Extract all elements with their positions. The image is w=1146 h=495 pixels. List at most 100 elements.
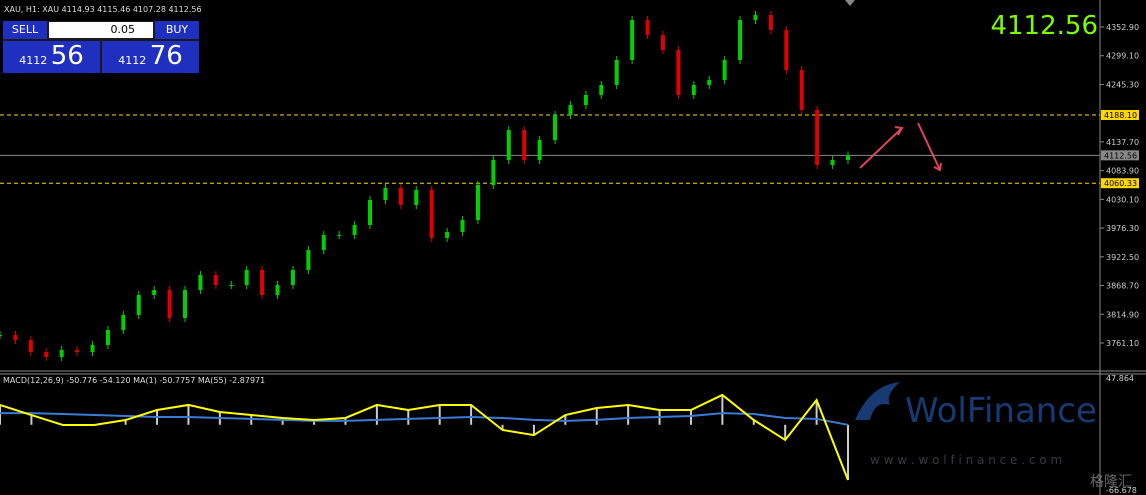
candle-body	[260, 269, 265, 295]
candle-body	[352, 224, 357, 235]
level-label: 4112.56	[1104, 151, 1137, 160]
watermark-brand: WolFinance	[905, 391, 1097, 431]
candle-body	[846, 155, 850, 161]
candle-body	[121, 315, 126, 331]
candle-body	[768, 15, 773, 31]
level-tag	[1101, 150, 1139, 161]
y-tick-label: 4245.30	[1106, 80, 1139, 89]
y-tick-label: 3922.50	[1106, 253, 1139, 262]
candle-body	[398, 187, 403, 206]
arrow-down	[917, 122, 942, 172]
candle-body	[445, 231, 450, 238]
candle-body	[475, 185, 480, 220]
candle-body	[44, 352, 49, 357]
candle-body	[337, 234, 342, 236]
candle-body	[784, 30, 789, 70]
candle-body	[429, 190, 434, 238]
candle-body	[167, 290, 172, 318]
candle-body	[568, 105, 573, 116]
y-tick-label: 4299.10	[1106, 52, 1139, 61]
candle-body	[383, 187, 388, 201]
candle-body	[691, 84, 696, 95]
ask-small: 76	[149, 41, 183, 71]
candle-body	[799, 69, 804, 110]
lot-value: 0.05	[110, 23, 136, 36]
y-tick-label: 3868.70	[1106, 282, 1139, 291]
candle-body	[630, 20, 635, 61]
candle-body	[599, 84, 604, 95]
candle-body	[583, 94, 588, 106]
candle-body	[537, 139, 542, 161]
candle-body	[0, 334, 2, 336]
macd-signal	[0, 412, 849, 426]
candle-body	[290, 269, 295, 286]
candle-body	[229, 285, 234, 287]
candle-body	[13, 334, 18, 340]
candle-body	[136, 294, 141, 316]
level-label: 4188.10	[1104, 111, 1137, 120]
candle-body	[414, 190, 419, 206]
candle-body	[506, 130, 511, 161]
y-tick-label: 4352.90	[1106, 23, 1139, 32]
candle-body	[152, 290, 157, 295]
lot-input[interactable]: 0.05	[49, 22, 153, 38]
level-tag	[1101, 178, 1139, 189]
candle-body	[244, 269, 249, 286]
watermark-url: w w w . w o l f i n a n c e . c o m	[870, 453, 1062, 467]
watermark-corner: 格隆汇	[1090, 474, 1132, 490]
watermark: WolFinance w w w . w o l f i n a n c e .…	[855, 382, 1132, 490]
y-tick-label: 4030.10	[1106, 195, 1139, 204]
candle-body	[59, 349, 64, 357]
candle-body	[491, 160, 496, 185]
arrow-up	[859, 126, 904, 169]
macd-label: MACD(12,26,9) -50.776 -54.120 MA(1) -50.…	[3, 376, 265, 385]
big-price: 4112.56	[990, 11, 1098, 41]
candle-body	[830, 160, 835, 165]
symbol-line: XAU, H1: XAU 4114.93 4115.46 4107.28 411…	[4, 5, 202, 14]
candle-body	[213, 275, 218, 286]
shift-marker	[845, 0, 855, 6]
candle-body	[707, 80, 712, 85]
macd-tick-label: 47.864	[1106, 374, 1134, 383]
bid-big: 4112	[19, 54, 48, 67]
y-tick-label: 4137.70	[1106, 138, 1139, 147]
candle-body	[198, 275, 203, 291]
candle-body	[676, 50, 681, 95]
candle-body	[753, 15, 758, 21]
candle-body	[183, 290, 188, 318]
level-label: 4060.33	[1104, 179, 1137, 188]
candle-body	[275, 285, 280, 295]
buy-button[interactable]: BUY	[155, 21, 199, 39]
level-tag	[1101, 110, 1139, 121]
candle-body	[815, 109, 820, 165]
candle-body	[460, 219, 465, 232]
candle-body	[90, 344, 95, 353]
candle-body	[553, 115, 558, 140]
buy-price[interactable]: 4112 76	[102, 41, 199, 73]
ask-big: 4112	[118, 54, 147, 67]
candle-body	[368, 200, 373, 225]
candle-body	[645, 20, 650, 36]
trade-panel: SELL 0.05 BUY 4112 56 4112 76	[3, 21, 199, 73]
macd-main	[0, 393, 849, 481]
candle-body	[75, 349, 80, 353]
y-tick-label: 3761.10	[1106, 339, 1139, 348]
y-tick-label: 3814.90	[1106, 310, 1139, 319]
candle-body	[321, 234, 326, 250]
candle-body	[522, 130, 527, 161]
sell-price[interactable]: 4112 56	[3, 41, 100, 73]
macd-tick-label: -66.678	[1106, 486, 1137, 495]
candle-body	[306, 249, 311, 270]
candle-body	[28, 339, 33, 353]
candle-body	[105, 330, 110, 345]
bid-small: 56	[50, 41, 84, 71]
candle-body	[660, 35, 665, 51]
y-tick-label: 3976.30	[1106, 224, 1139, 233]
candle-body	[614, 60, 619, 85]
sell-button[interactable]: SELL	[3, 21, 47, 39]
candle-body	[738, 20, 743, 61]
y-tick-label: 4083.90	[1106, 167, 1139, 176]
candle-body	[722, 60, 727, 81]
